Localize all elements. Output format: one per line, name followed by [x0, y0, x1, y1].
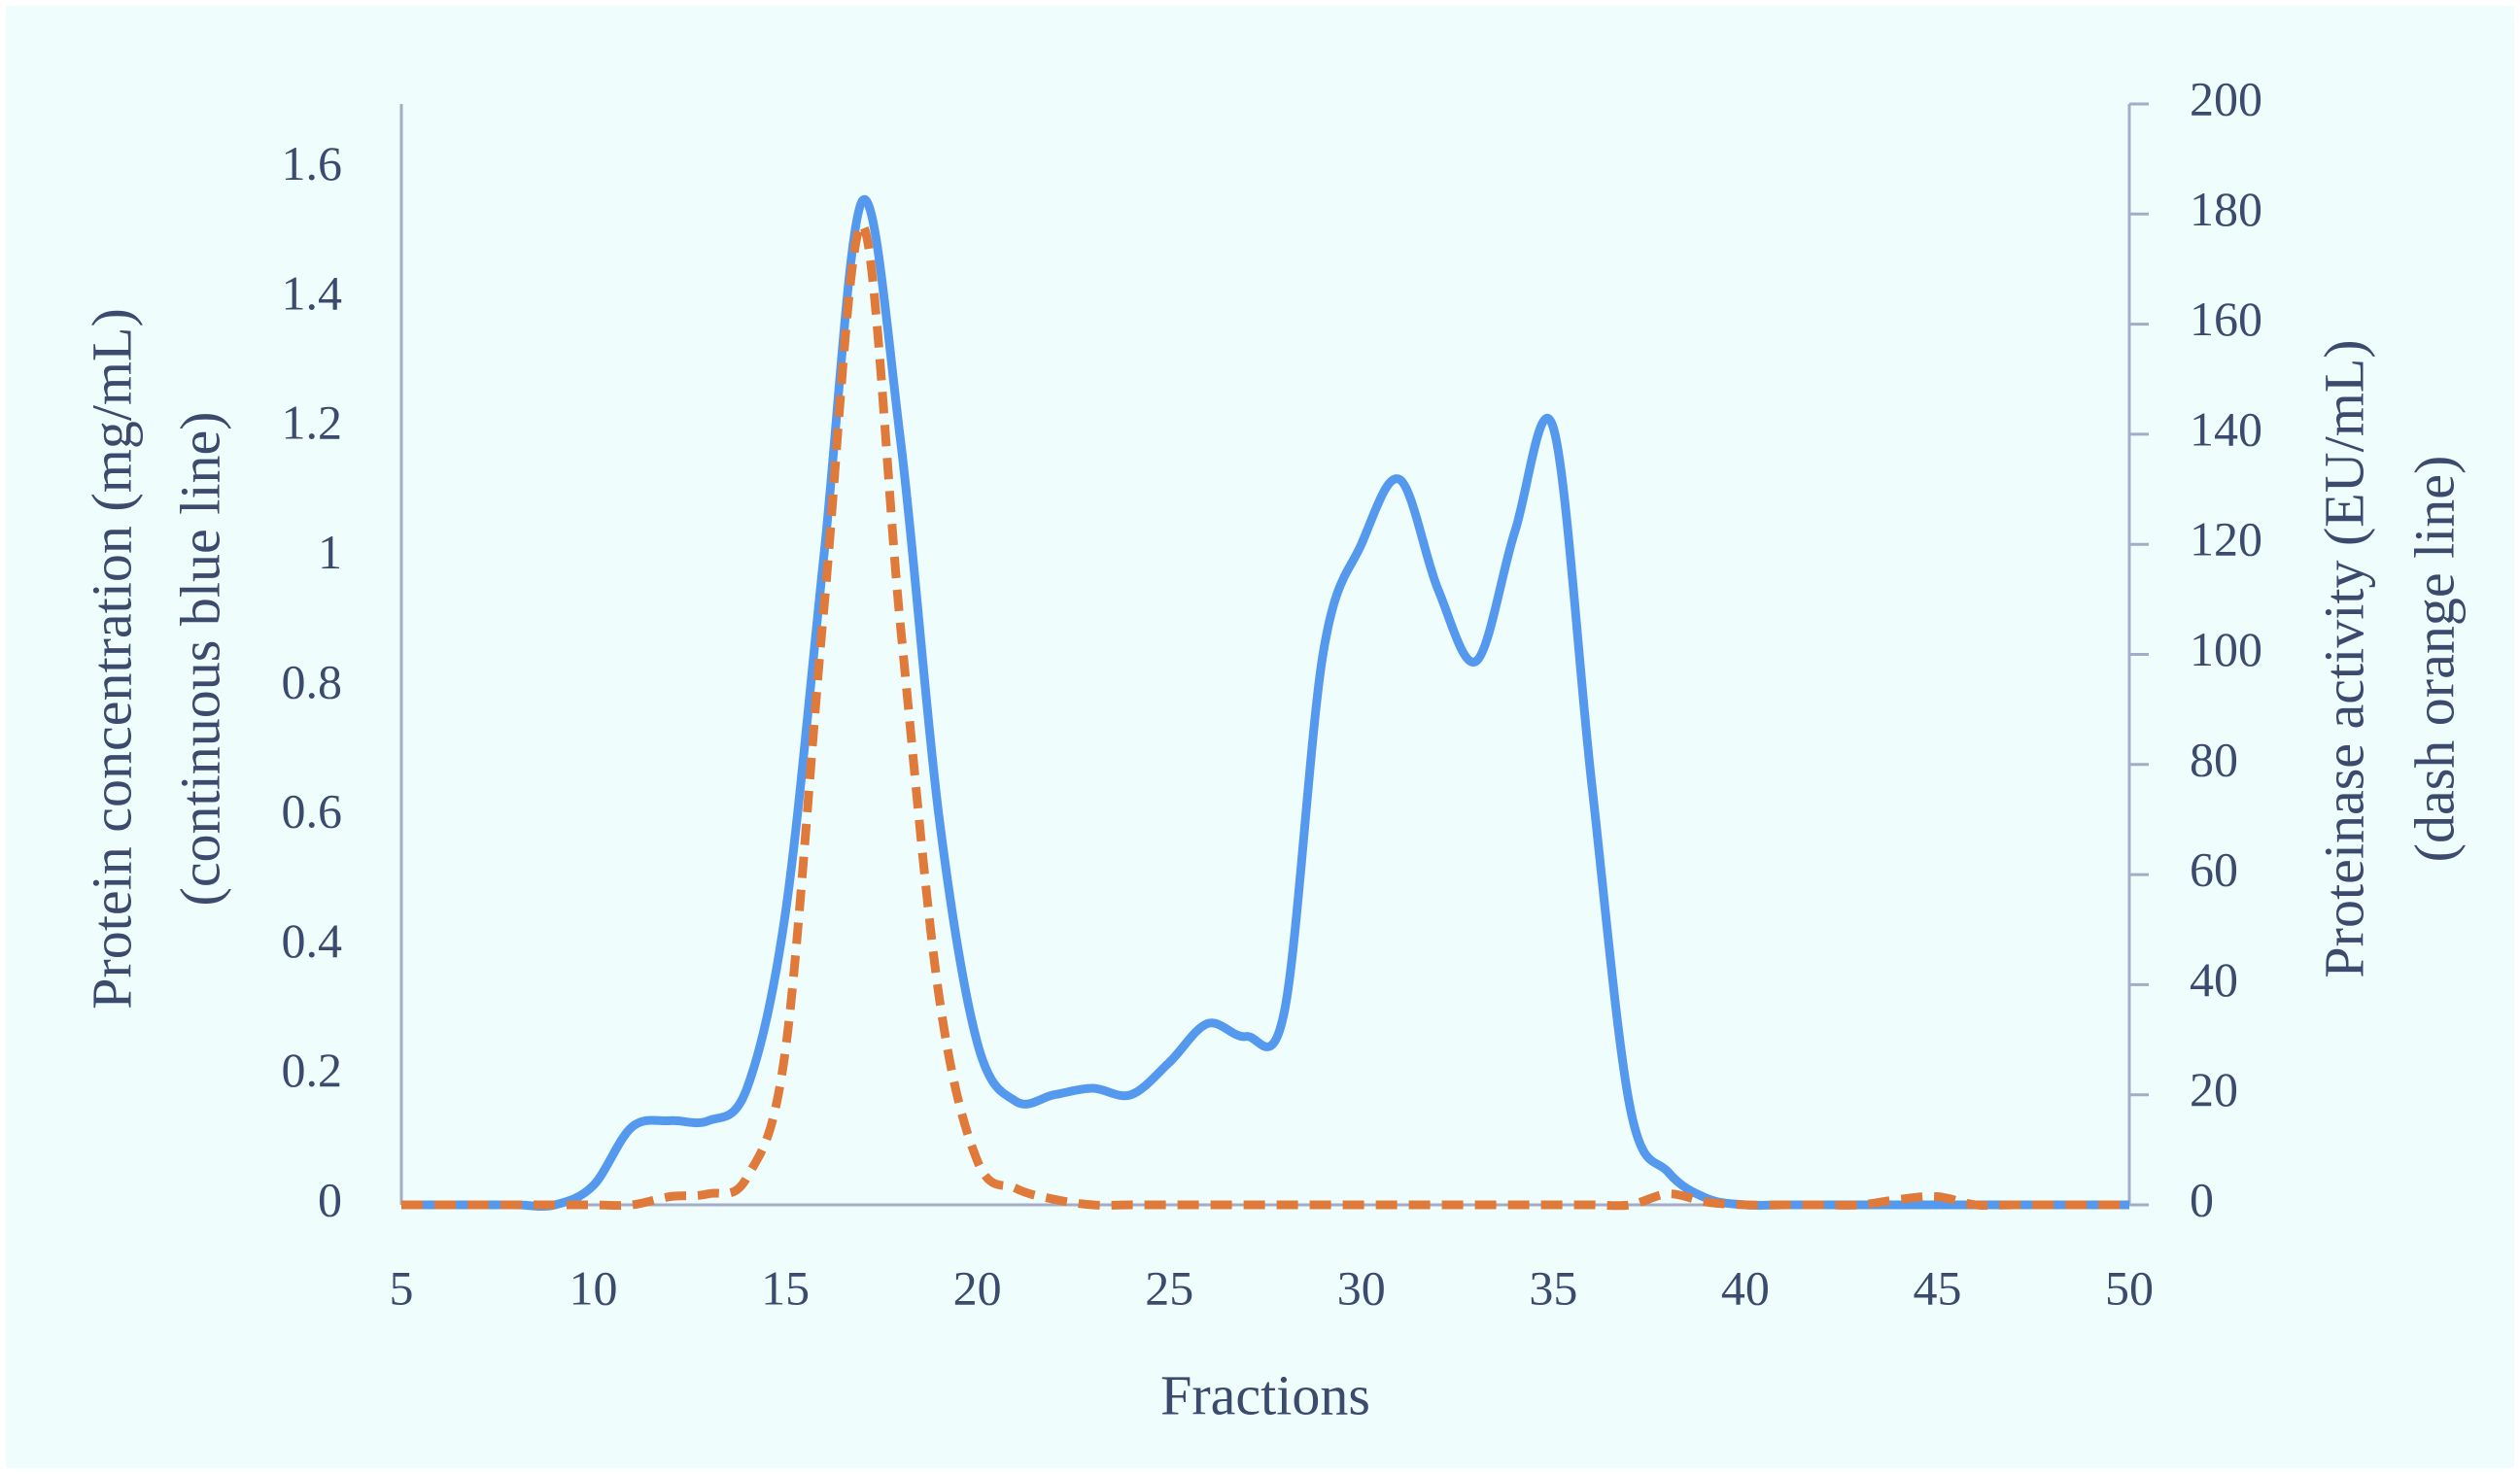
- y2-tick-label: 120: [2190, 512, 2262, 566]
- y-tick-label: 0.2: [282, 1043, 343, 1097]
- y-axis-title: Protein concentration (mg/mL): [80, 308, 143, 1010]
- x-tick-label: 10: [570, 1260, 618, 1315]
- y-tick-label: 1.2: [282, 395, 343, 450]
- x-tick-label: 25: [1145, 1260, 1193, 1315]
- y2-tick-label: 40: [2190, 952, 2238, 1007]
- x-tick-label: 15: [761, 1260, 810, 1315]
- x-tick-label: 5: [390, 1260, 414, 1315]
- x-tick-label: 40: [1721, 1260, 1770, 1315]
- y-tick-label: 1.4: [282, 265, 343, 320]
- y2-axis-title: Proteinase activity (EU/mL): [2312, 339, 2375, 977]
- chart-background: [6, 6, 2514, 1468]
- y-tick-label: 0.6: [282, 784, 343, 839]
- y-axis-title: (continuous blue line): [168, 411, 231, 906]
- x-tick-label: 45: [1913, 1260, 1961, 1315]
- y2-tick-label: 180: [2190, 182, 2262, 236]
- y2-tick-label: 60: [2190, 842, 2238, 897]
- y2-tick-label: 20: [2190, 1062, 2238, 1116]
- y-tick-label: 1: [318, 525, 342, 579]
- x-tick-label: 30: [1337, 1260, 1386, 1315]
- y-tick-label: 0: [318, 1172, 342, 1226]
- y-tick-label: 0.4: [282, 913, 343, 968]
- y2-tick-label: 100: [2190, 622, 2262, 676]
- y2-tick-label: 0: [2190, 1172, 2214, 1226]
- y2-tick-label: 200: [2190, 71, 2262, 125]
- x-tick-label: 50: [2105, 1260, 2154, 1315]
- y2-axis-title: (dash orange line): [2402, 456, 2466, 863]
- y-tick-label: 0.8: [282, 654, 343, 708]
- y-tick-label: 1.6: [282, 136, 343, 190]
- y2-tick-label: 140: [2190, 401, 2262, 456]
- y2-tick-label: 160: [2190, 291, 2262, 346]
- x-tick-label: 20: [953, 1260, 1002, 1315]
- x-tick-label: 35: [1529, 1260, 1577, 1315]
- y2-tick-label: 80: [2190, 732, 2238, 786]
- x-axis-title: Fractions: [1160, 1363, 1370, 1426]
